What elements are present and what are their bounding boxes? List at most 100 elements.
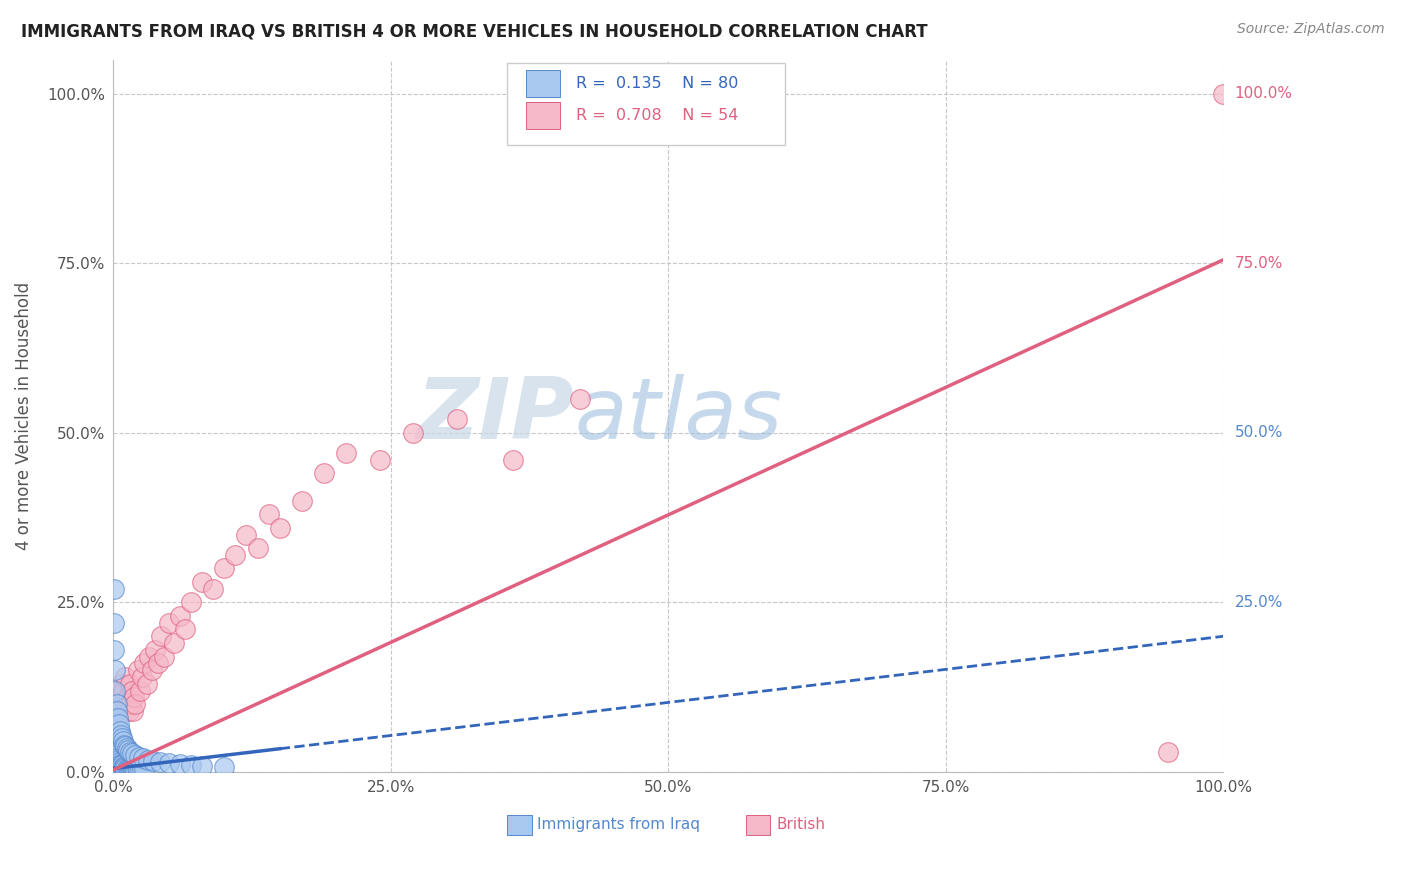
Point bbox=[118, 704, 141, 718]
Point bbox=[112, 759, 135, 773]
Point bbox=[108, 690, 131, 705]
Point bbox=[128, 762, 150, 776]
Point bbox=[103, 745, 125, 759]
Point bbox=[103, 762, 125, 776]
Point bbox=[1157, 745, 1180, 759]
Point bbox=[169, 756, 191, 771]
Point bbox=[120, 762, 142, 776]
Point bbox=[125, 761, 148, 775]
Point bbox=[122, 762, 145, 776]
Point bbox=[104, 758, 127, 772]
Text: R =  0.708    N = 54: R = 0.708 N = 54 bbox=[576, 108, 738, 123]
Point bbox=[149, 629, 172, 643]
Bar bbox=[526, 70, 560, 97]
Point bbox=[134, 762, 156, 776]
Point bbox=[103, 758, 125, 772]
Text: atlas: atlas bbox=[574, 375, 782, 458]
Point bbox=[114, 670, 136, 684]
Y-axis label: 4 or more Vehicles in Household: 4 or more Vehicles in Household bbox=[15, 282, 32, 549]
Point bbox=[110, 758, 132, 772]
Point bbox=[110, 761, 132, 775]
Point bbox=[107, 717, 129, 731]
Point bbox=[246, 541, 269, 555]
Point bbox=[103, 756, 125, 771]
Point bbox=[105, 697, 128, 711]
Point bbox=[112, 683, 135, 698]
Point bbox=[1212, 87, 1234, 101]
Point bbox=[104, 759, 127, 773]
Point bbox=[103, 747, 125, 762]
Point bbox=[112, 738, 135, 752]
Point bbox=[107, 711, 129, 725]
Bar bbox=[508, 814, 531, 835]
Point bbox=[104, 762, 127, 776]
Point bbox=[202, 582, 225, 596]
Point bbox=[107, 756, 129, 771]
Point bbox=[112, 759, 135, 773]
Text: 100.0%: 100.0% bbox=[1234, 86, 1292, 101]
Point bbox=[224, 548, 246, 562]
Point bbox=[132, 751, 155, 765]
Point bbox=[121, 683, 143, 698]
Point bbox=[115, 762, 138, 776]
Point bbox=[134, 657, 156, 671]
Point bbox=[111, 758, 134, 772]
Point bbox=[122, 704, 145, 718]
Point bbox=[136, 753, 159, 767]
Point bbox=[103, 582, 125, 596]
Point bbox=[107, 761, 129, 775]
Point bbox=[291, 493, 314, 508]
Point bbox=[107, 759, 129, 773]
Point bbox=[135, 677, 157, 691]
Text: ZIP: ZIP bbox=[416, 375, 574, 458]
Point bbox=[120, 697, 142, 711]
Point bbox=[103, 751, 125, 765]
Point bbox=[157, 615, 180, 630]
Point bbox=[115, 697, 138, 711]
Point bbox=[105, 755, 128, 769]
Point bbox=[118, 761, 141, 775]
Point bbox=[180, 758, 202, 772]
Point bbox=[104, 711, 127, 725]
Point bbox=[145, 643, 167, 657]
Point bbox=[169, 608, 191, 623]
Point bbox=[127, 762, 149, 776]
Point bbox=[103, 738, 125, 752]
Point bbox=[103, 643, 125, 657]
Point bbox=[257, 507, 280, 521]
Bar bbox=[747, 814, 770, 835]
Point bbox=[128, 683, 150, 698]
Point bbox=[105, 758, 128, 772]
Point bbox=[149, 755, 172, 769]
Point bbox=[117, 761, 139, 775]
Point bbox=[131, 670, 153, 684]
Point bbox=[108, 724, 131, 739]
Text: R =  0.135    N = 80: R = 0.135 N = 80 bbox=[576, 77, 738, 91]
Point bbox=[104, 747, 127, 762]
Point bbox=[124, 747, 146, 762]
Point bbox=[212, 759, 235, 773]
Point bbox=[103, 755, 125, 769]
Point bbox=[103, 615, 125, 630]
Point bbox=[118, 677, 141, 691]
Text: 50.0%: 50.0% bbox=[1234, 425, 1282, 441]
Text: IMMIGRANTS FROM IRAQ VS BRITISH 4 OR MORE VEHICLES IN HOUSEHOLD CORRELATION CHAR: IMMIGRANTS FROM IRAQ VS BRITISH 4 OR MOR… bbox=[21, 22, 928, 40]
Point bbox=[105, 704, 128, 718]
Point bbox=[191, 574, 214, 589]
Point bbox=[163, 636, 186, 650]
Point bbox=[368, 453, 391, 467]
Point bbox=[118, 745, 141, 759]
Point bbox=[235, 527, 257, 541]
Point bbox=[153, 649, 176, 664]
Point bbox=[124, 690, 146, 705]
Point bbox=[103, 759, 125, 773]
Text: 25.0%: 25.0% bbox=[1234, 595, 1282, 610]
Point bbox=[112, 704, 135, 718]
Point bbox=[146, 657, 169, 671]
Point bbox=[157, 756, 180, 771]
Point bbox=[127, 663, 149, 677]
Point bbox=[105, 762, 128, 776]
Point bbox=[107, 683, 129, 698]
Point bbox=[212, 561, 235, 575]
Point bbox=[111, 762, 134, 776]
